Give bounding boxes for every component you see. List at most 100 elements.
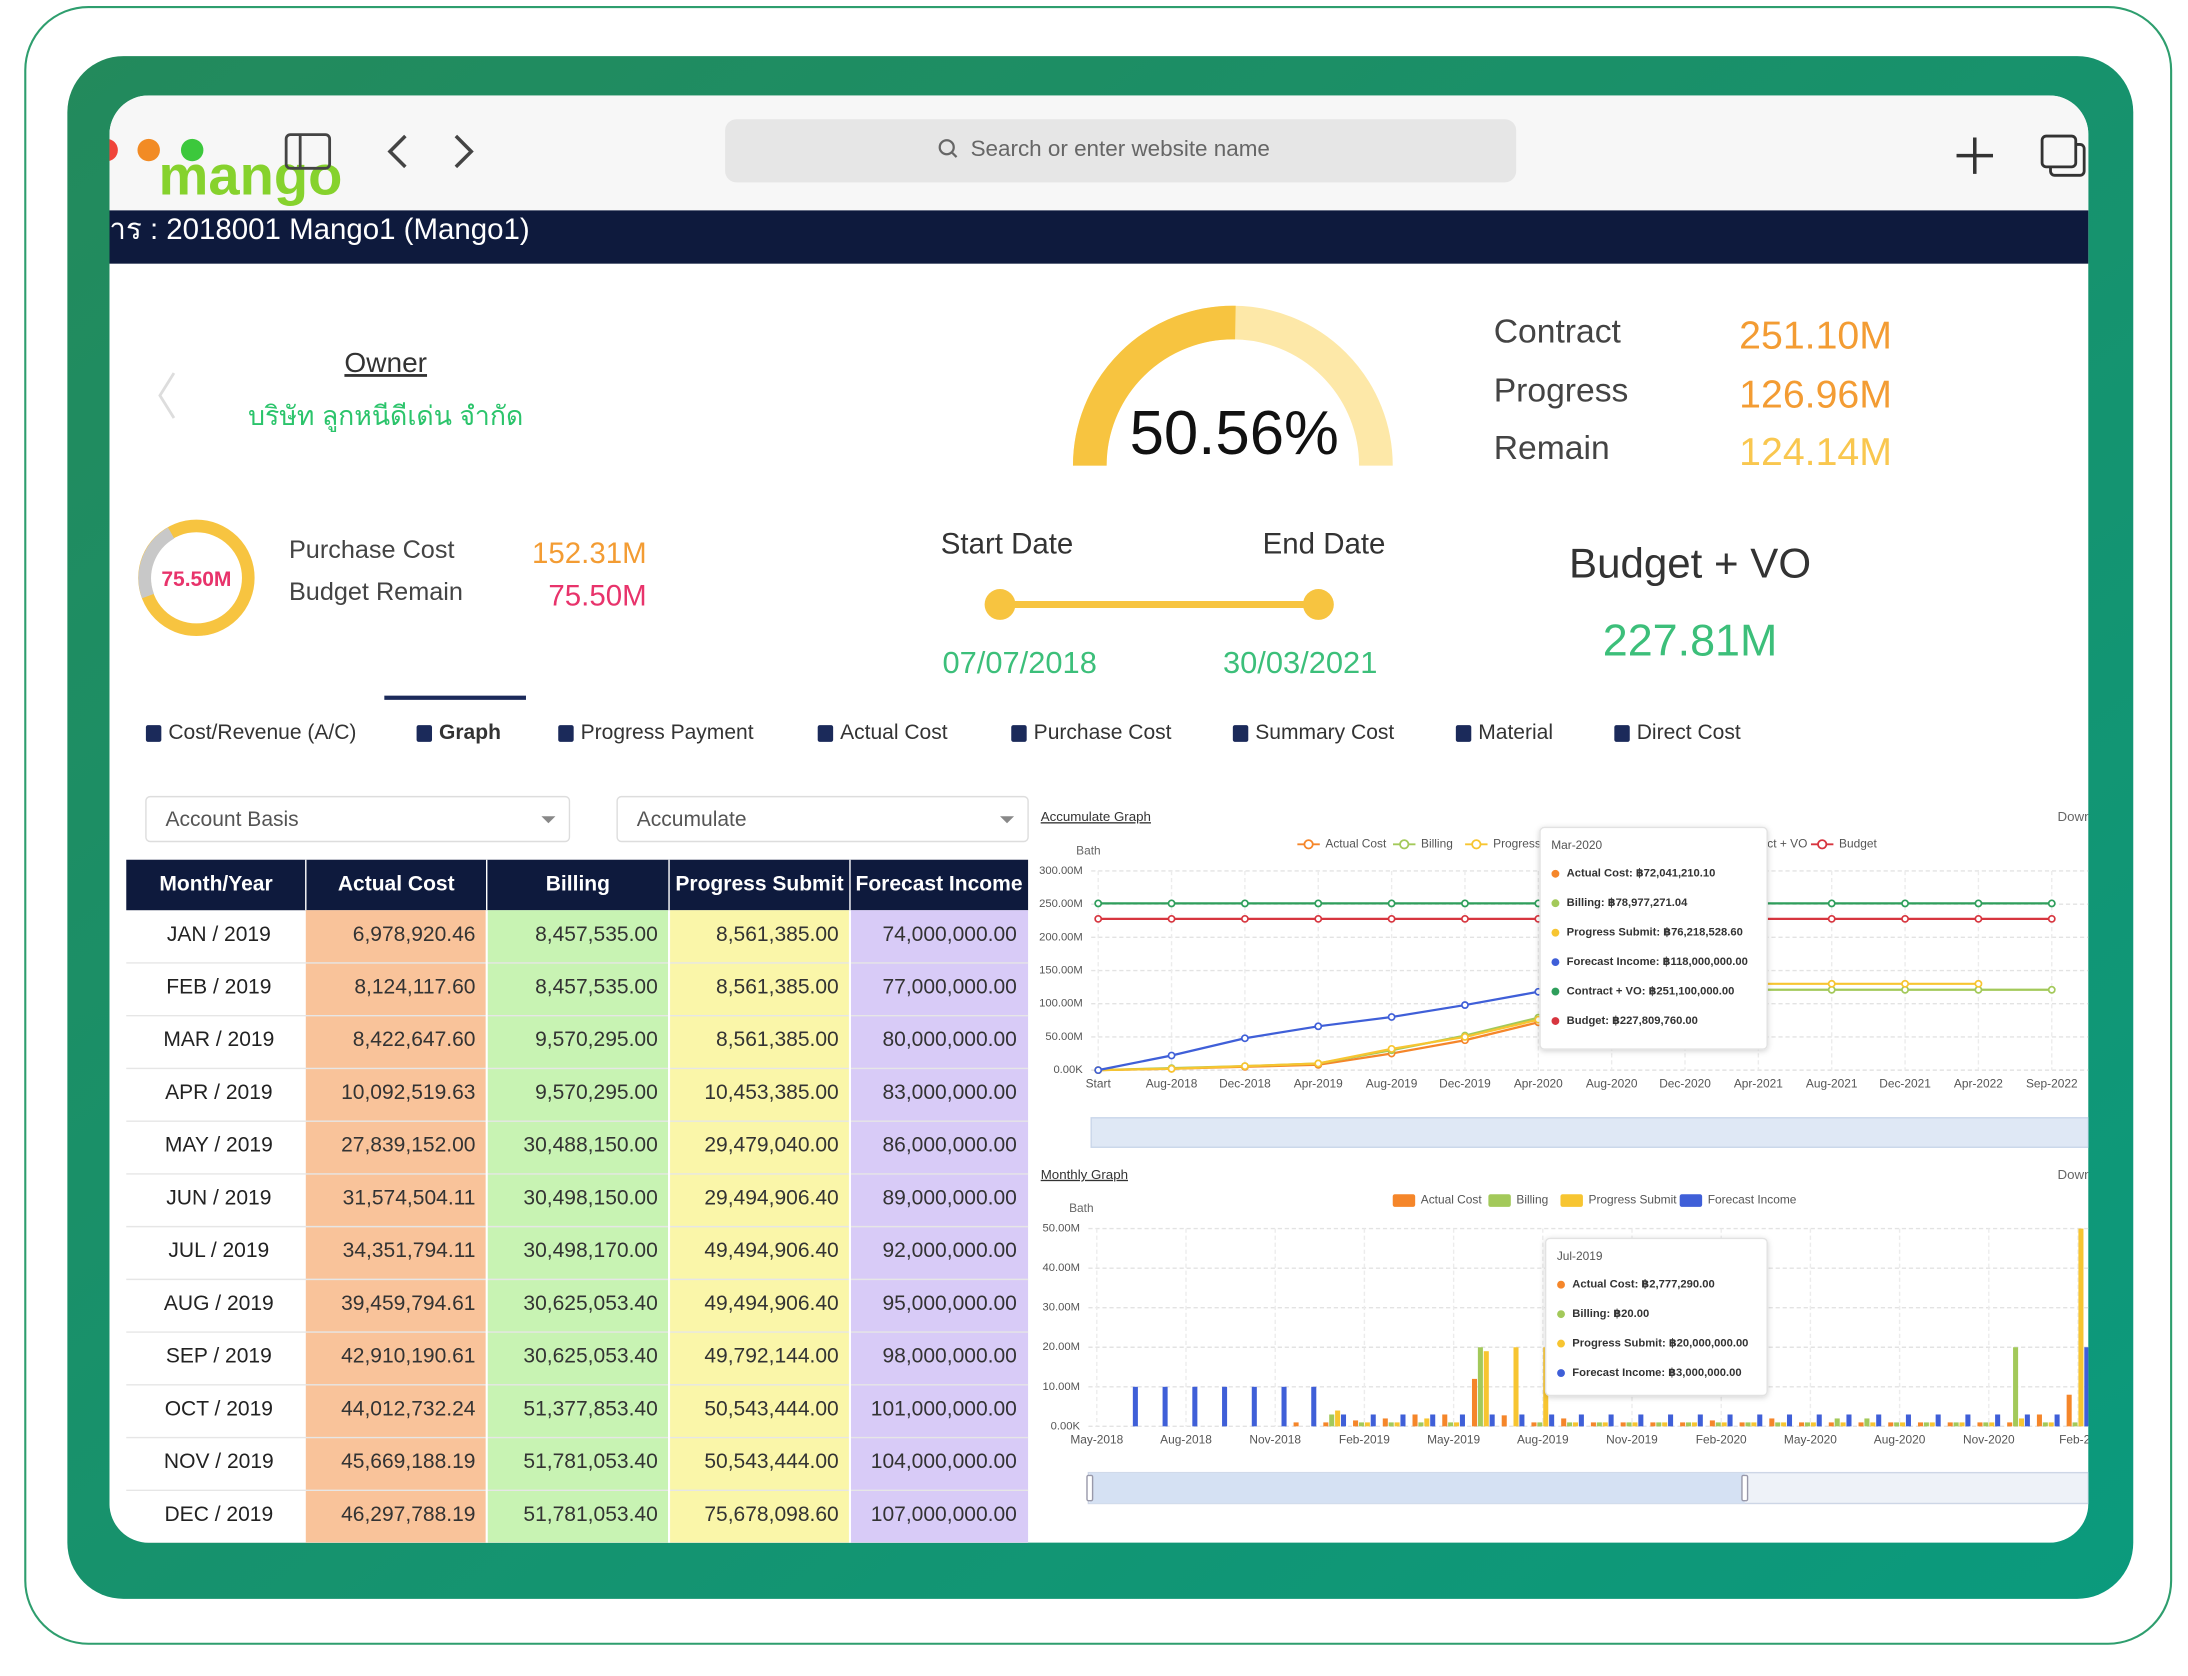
summary-label: Contract [1494, 314, 1622, 351]
back-arrow[interactable] [387, 134, 407, 169]
filter-dropdown[interactable]: Accumulate [616, 795, 1029, 843]
bar [2024, 1414, 2030, 1427]
bar [1483, 1351, 1489, 1427]
tooltip-dot [1557, 1310, 1565, 1319]
value-cell: 30,498,150.00 [523, 1186, 657, 1209]
prev-chevron[interactable] [158, 372, 176, 419]
bar [1477, 1347, 1483, 1427]
x-tick-label: Nov-2020 [1963, 1433, 2015, 1447]
download-link[interactable]: Down [2058, 809, 2092, 824]
bar [1935, 1414, 1941, 1427]
bar [1632, 1422, 1638, 1427]
x-tick-label: Feb-2019 [1339, 1433, 1390, 1447]
value-cell: 30,488,150.00 [523, 1134, 657, 1157]
bar [1281, 1386, 1287, 1427]
bar [2007, 1422, 2013, 1427]
bar [1620, 1422, 1626, 1427]
month-cell: MAR / 2019 [163, 1028, 274, 1051]
zoom-handle[interactable] [1086, 1474, 1094, 1502]
logo: mango [159, 143, 343, 206]
bar [1353, 1420, 1359, 1427]
legend-label: Billing [1516, 1193, 1548, 1207]
value-cell: 104,000,000.00 [871, 1450, 1017, 1473]
bar [1501, 1415, 1507, 1427]
bar [2018, 1418, 2025, 1427]
value-cell: 51,377,853.40 [523, 1397, 657, 1420]
bar [2042, 1422, 2048, 1427]
new-tab[interactable] [1956, 137, 1994, 174]
min-dot[interactable] [137, 138, 160, 162]
bar [1786, 1414, 1793, 1427]
bar [1917, 1422, 1924, 1427]
bar [2048, 1422, 2054, 1427]
bar [1900, 1422, 1906, 1427]
legend-label: Forecast Income [1708, 1193, 1797, 1207]
y-tick-label: 200.00M [1039, 931, 1083, 943]
bar [1739, 1422, 1745, 1427]
month-cell: DEC / 2019 [165, 1503, 274, 1526]
chart-title: Monthly Graph [1041, 1167, 1128, 1182]
y-tick-label: 10.00M [1043, 1381, 1080, 1393]
tooltip-item: Budget: ฿227,809,760.00 [1567, 1015, 1698, 1027]
tab[interactable]: Purchase Cost [1011, 721, 1172, 744]
download-link[interactable]: Down [2058, 1167, 2092, 1182]
zoom-handle[interactable] [1741, 1474, 1749, 1502]
tab[interactable]: Actual Cost [817, 721, 948, 744]
zoom-slider[interactable] [1090, 1117, 2089, 1148]
value-cell: 10,092,519.63 [341, 1081, 475, 1104]
sidebar-icon[interactable] [284, 133, 332, 170]
summary-label: Remain [1494, 430, 1610, 467]
point [1167, 899, 1176, 908]
tab[interactable]: Graph [416, 721, 501, 744]
donut-remainder [138, 527, 175, 599]
legend-swatch [1488, 1194, 1511, 1207]
bar [1329, 1414, 1335, 1427]
tooltip-item: Forecast Income: ฿118,000,000.00 [1567, 956, 1748, 968]
bar [1293, 1422, 1299, 1427]
value-cell: 51,781,053.40 [523, 1503, 657, 1526]
value-cell: 8,561,385.00 [716, 1028, 839, 1051]
tooltip-dot [1551, 869, 1560, 878]
value-cell: 8,561,385.00 [716, 923, 839, 946]
project-bar [109, 210, 2089, 264]
forward-arrow[interactable] [454, 134, 474, 169]
purchase-value: 152.31M [532, 537, 647, 570]
month-cell: FEB / 2019 [166, 975, 271, 998]
bar [1572, 1422, 1579, 1427]
bar [1549, 1414, 1555, 1427]
legend-label: Actual Cost [1421, 1193, 1483, 1207]
search-bar[interactable] [725, 119, 1517, 183]
tooltip-title: Jul-2019 [1557, 1249, 1603, 1263]
bar [1519, 1414, 1525, 1427]
max-dot[interactable] [180, 138, 204, 162]
zoom-selection [1089, 1472, 1745, 1504]
value-cell: 49,494,906.40 [704, 1239, 838, 1262]
bar [2036, 1414, 2042, 1427]
dropdown-value: Account Basis [166, 808, 299, 831]
close-dot[interactable] [95, 138, 118, 162]
bar [1596, 1422, 1602, 1427]
bar [1775, 1422, 1781, 1427]
tab[interactable]: Cost/Revenue (A/C) [145, 721, 356, 744]
tab[interactable]: Direct Cost [1614, 721, 1741, 744]
filter-dropdown[interactable]: Account Basis [145, 795, 571, 843]
dropdown-caret [541, 816, 556, 824]
tab-label: Progress Payment [581, 721, 754, 744]
legend-swatch [1560, 1194, 1583, 1207]
bar [1751, 1422, 1757, 1427]
bar [1727, 1414, 1733, 1427]
bar [2078, 1228, 2084, 1427]
month-cell: MAY / 2019 [165, 1134, 273, 1157]
bar [1769, 1418, 1775, 1427]
tab[interactable]: Progress Payment [558, 721, 754, 744]
x-tick-label: Dec-2021 [1879, 1076, 1931, 1090]
column-header: Forecast Income [856, 873, 1023, 896]
bar [1947, 1422, 1953, 1427]
x-tick-label: May-2020 [1784, 1433, 1837, 1447]
y-tick-label: 50.00M [1043, 1223, 1080, 1235]
value-cell: 101,000,000.00 [871, 1397, 1017, 1420]
legend-swatch [1392, 1194, 1416, 1207]
tab[interactable]: Material [1455, 721, 1553, 744]
tab[interactable]: Summary Cost [1232, 721, 1395, 744]
point [1314, 1059, 1323, 1068]
